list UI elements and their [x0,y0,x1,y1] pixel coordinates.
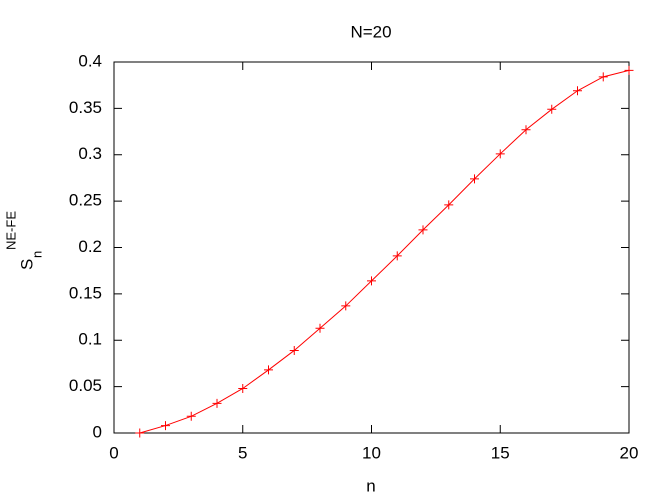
data-point [444,200,454,210]
y-tick-label: 0.25 [69,191,102,210]
data-point [238,383,248,393]
y-tick-label: 0 [93,422,102,441]
data-point [135,428,145,438]
y-label-sup: NE-FE [3,211,18,250]
y-tick-label: 0.1 [78,330,102,349]
y-tick-label: 0.3 [78,144,102,163]
data-point [315,323,325,333]
data-point [547,104,557,114]
data-point [264,365,273,375]
x-tick-label: 0 [109,443,118,462]
data-point [341,301,351,311]
x-axis-label: n [366,476,375,495]
data-line [139,69,630,434]
x-tick-label: 10 [362,443,381,462]
y-tick-label: 0.15 [69,283,102,302]
data-point [161,421,170,431]
y-tick-label: 0.4 [78,51,102,70]
x-tick-label: 5 [238,443,247,462]
y-label-base: S [17,259,36,270]
y-tick-label: 0.05 [69,376,102,395]
data-point [598,72,608,82]
y-tick-label: 0.35 [69,98,102,117]
y-label-sub: n [29,251,44,258]
data-point [367,276,376,286]
data-point [289,345,299,355]
chart-title: N=20 [350,22,391,41]
plot-border [113,61,630,434]
y-axis-label: S n NE-FE [3,211,44,270]
data-point [392,251,402,261]
data-point [573,86,582,96]
y-tick-label: 0.2 [78,237,102,256]
x-tick-label: 15 [491,443,510,462]
data-point [521,125,531,135]
x-tick-label: 20 [620,443,639,462]
data-point [624,65,634,75]
data-point [495,149,505,159]
data-point [186,411,196,421]
data-point [212,398,222,408]
data-point [470,174,479,184]
data-point [418,225,428,235]
